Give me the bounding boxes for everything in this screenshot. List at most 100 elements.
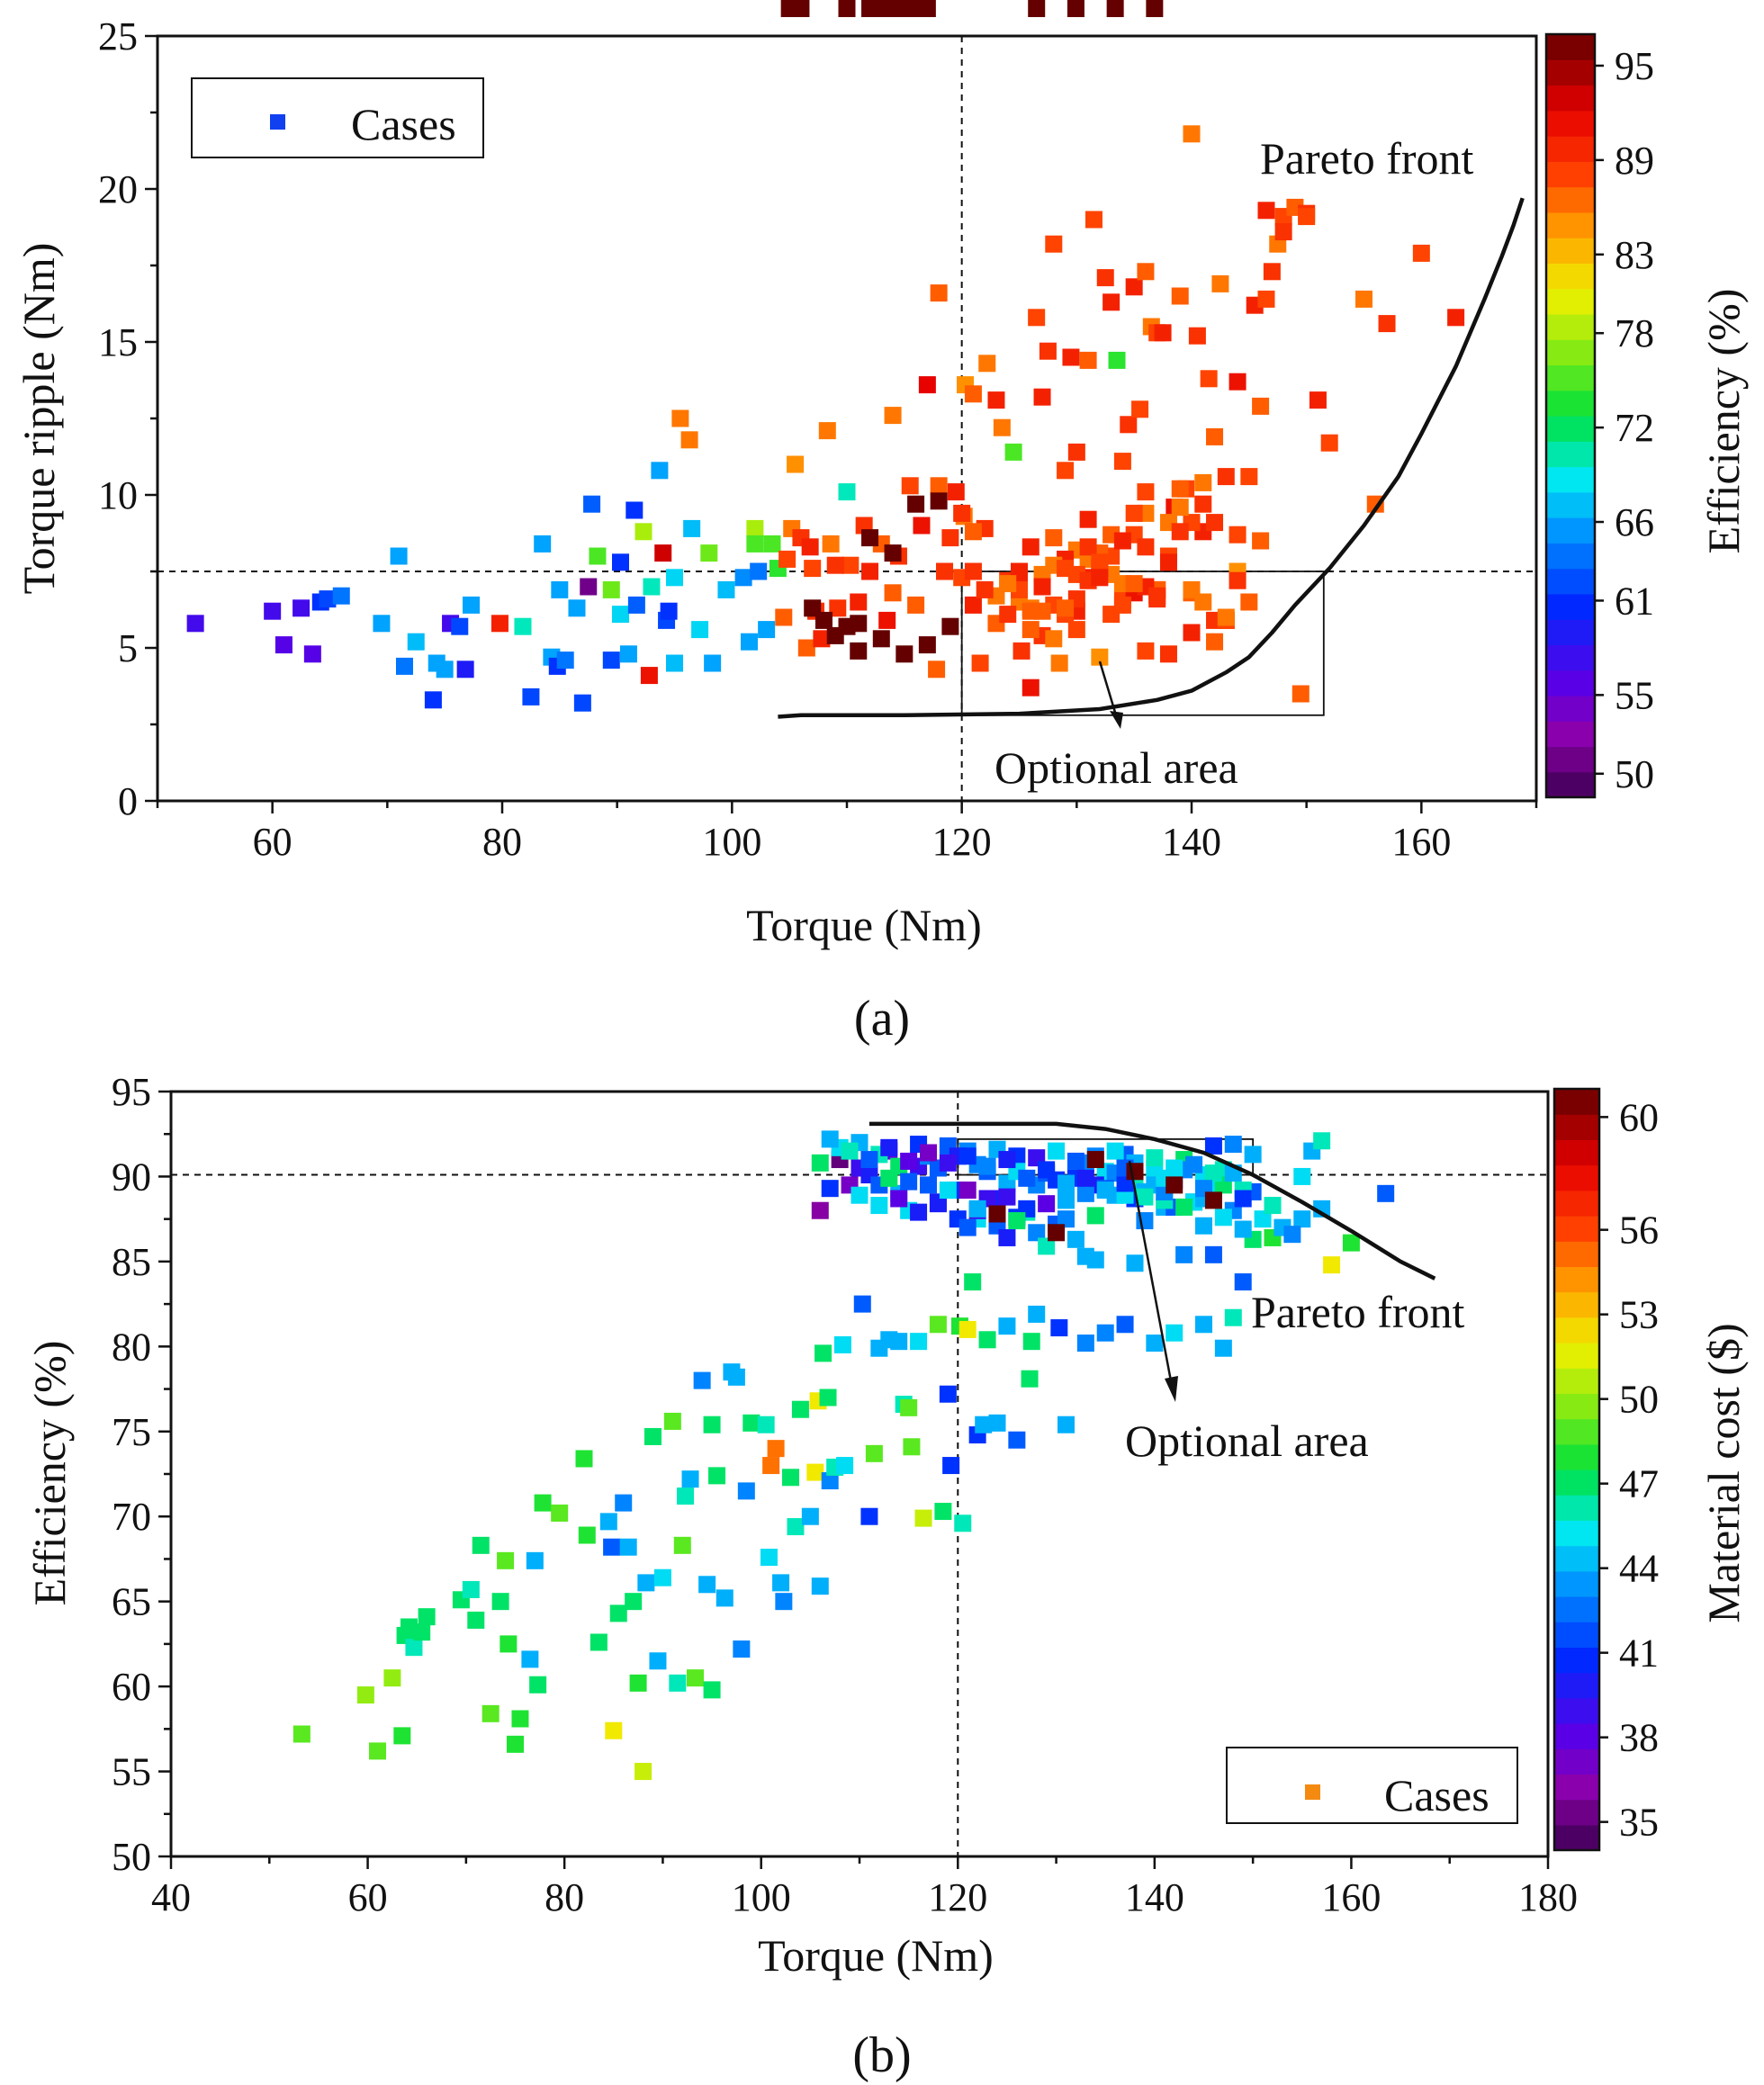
panel-a-data-point [1154, 324, 1172, 342]
panel-a-x-tick-label: 140 [1162, 820, 1221, 864]
panel-b-data-point [850, 1186, 868, 1204]
panel-b-data-point [1058, 1191, 1075, 1209]
panel-a-colorbar-segment [1546, 288, 1595, 315]
panel-b-data-point [1234, 1190, 1252, 1208]
panel-b-data-point [772, 1574, 790, 1592]
panel-a-colorbar-segment [1546, 313, 1595, 340]
panel-b-data-point [757, 1415, 775, 1433]
panel-b-colorbar-segment [1554, 1291, 1599, 1318]
panel-a-x-tick-label: 60 [253, 820, 292, 864]
panel-b-data-point [821, 1130, 839, 1148]
panel-a-data-point [463, 596, 481, 614]
panel-b-data-point [865, 1444, 883, 1462]
panel-a-colorbar-segment [1546, 211, 1595, 238]
panel-b-data-point [968, 1200, 986, 1218]
panel-a-data-point [861, 0, 879, 17]
panel-b-data-point [998, 1188, 1016, 1206]
panel-b-x-axis: 40 60 80 100 120 140 160 180 [151, 1856, 1578, 1919]
panel-a-data-point [1022, 538, 1040, 556]
panel-a-data-point [1292, 685, 1310, 703]
panel-a-data-point [804, 599, 822, 617]
panel-b-colorbar-tick-label: 44 [1619, 1547, 1659, 1591]
panel-a-data-point [1252, 532, 1270, 550]
panel-a-caption: (a) [854, 991, 910, 1047]
panel-b-data-point [1313, 1132, 1331, 1150]
panel-b-data-point [1050, 1319, 1068, 1337]
panel-b-data-point [821, 1180, 839, 1198]
panel-a: 60 80 100 120 140 160 0 5 10 15 20 25 Cases Pareto… [14, 0, 1749, 1047]
panel-b-data-point [1058, 1415, 1075, 1433]
panel-a-data-point [842, 556, 860, 574]
panel-b-data-point [619, 1538, 637, 1556]
panel-a-data-point [1171, 499, 1189, 517]
panel-a-data-point [826, 626, 844, 644]
panel-b-optional-arrowhead [1165, 1376, 1178, 1402]
panel-a-data-point [850, 593, 868, 611]
panel-a-data-point [186, 615, 204, 633]
panel-b-data-point [511, 1710, 529, 1728]
panel-b-data-point [978, 1331, 996, 1349]
panel-b-data-point [1166, 1324, 1184, 1342]
panel-b-data-point [1323, 1256, 1341, 1274]
panel-b-colorbar-segment [1554, 1089, 1599, 1115]
panel-a-data-point [634, 523, 652, 541]
panel-a-data-point [1022, 621, 1040, 639]
panel-a-data-point [928, 661, 946, 679]
panel-a-data-point [1113, 532, 1131, 550]
panel-b-colorbar-tick-label: 38 [1619, 1716, 1659, 1760]
panel-b-data-point [787, 1518, 805, 1536]
panel-b-colorbar-label: Material cost ($) [1698, 1323, 1749, 1622]
panel-a-data-point [1028, 309, 1046, 327]
panel-a-colorbar-tick-label: 66 [1615, 500, 1654, 544]
panel-b-data-point [1204, 1245, 1222, 1263]
panel-a-data-point [838, 0, 856, 17]
panel-a-colorbar-segment [1546, 85, 1595, 112]
panel-a-data-point [884, 584, 902, 602]
panel-a-data-point [619, 645, 637, 663]
panel-a-data-point [861, 562, 879, 580]
panel-a-data-point [1211, 274, 1229, 292]
panel-b-colorbar-tick-label: 50 [1619, 1378, 1659, 1422]
panel-a-data-point [826, 556, 844, 574]
panel-a-data-point [522, 688, 540, 705]
panel-a-data-point [884, 0, 902, 17]
panel-b-colorbar-tick-label: 35 [1619, 1801, 1659, 1845]
panel-a-data-point [1228, 571, 1246, 589]
panel-a-data-point [551, 580, 569, 598]
panel-b-data-point [903, 1438, 921, 1456]
panel-b-data-point [1283, 1226, 1301, 1244]
panel-b-data-point [526, 1551, 544, 1569]
panel-a-data-point [1039, 342, 1057, 360]
panel-a-data-point [683, 519, 701, 537]
panel-a-data-point [976, 580, 994, 598]
panel-a-data-point [1137, 483, 1155, 501]
panel-b-data-point [590, 1633, 608, 1651]
panel-a-data-point [1412, 244, 1430, 262]
panel-a-data-point [978, 355, 996, 373]
panel-a-data-point [913, 517, 931, 535]
panel-b-data-point [767, 1440, 785, 1458]
panel-b-data-point [988, 1414, 1006, 1432]
panel-a-data-point [1084, 211, 1102, 229]
panel-b-data-point [920, 1144, 937, 1162]
panel-a-data-point [1120, 416, 1138, 434]
panel-a-data-point [850, 615, 868, 633]
panel-b-y-axis: 50 55 60 65 70 75 80 85 90 95 [112, 1070, 171, 1879]
panel-b-colorbar-segment [1554, 1799, 1599, 1826]
panel-b-colorbar-segment [1554, 1697, 1599, 1724]
panel-b-data-point [1224, 1308, 1242, 1326]
panel-a-data-point [1274, 223, 1292, 241]
panel-a-data-point [999, 606, 1017, 624]
panel-b-data-point [1076, 1247, 1094, 1265]
panel-b-data-point [356, 1686, 374, 1704]
panel-a-data-point [1091, 569, 1109, 587]
panel-a-data-point [1096, 269, 1114, 287]
panel-b-data-point [405, 1639, 423, 1657]
panel-b-data-point [663, 1412, 681, 1430]
panel-b-data-point [1028, 1224, 1046, 1242]
panel-b-data-point [1195, 1217, 1212, 1235]
panel-a-y-axis: 0 5 10 15 20 25 [98, 14, 158, 823]
panel-b-colorbar-segment [1554, 1723, 1599, 1749]
panel-b-data-point [801, 1507, 819, 1525]
panel-a-data-point [303, 645, 321, 663]
